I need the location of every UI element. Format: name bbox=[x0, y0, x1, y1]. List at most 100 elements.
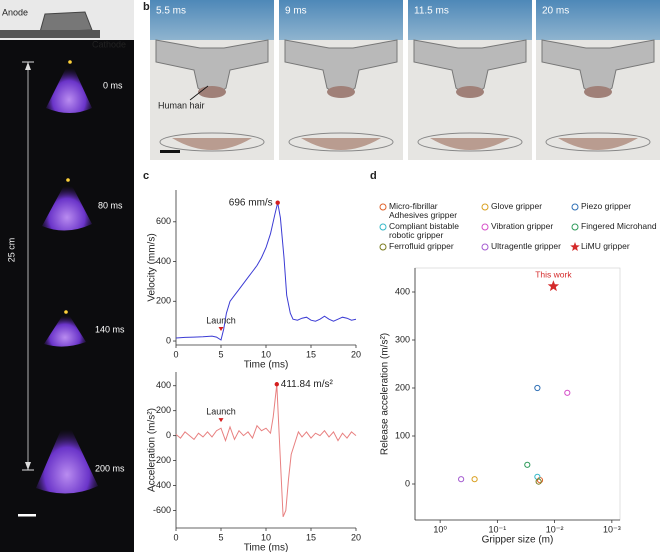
time-label: 20 ms bbox=[542, 6, 569, 17]
y-tick-label: 200 bbox=[156, 296, 171, 306]
y-tick-label: 100 bbox=[395, 430, 410, 440]
lens bbox=[417, 132, 523, 152]
legend-marker bbox=[481, 243, 489, 251]
plasma bbox=[44, 310, 86, 347]
peak-label: 696 mm/s bbox=[229, 197, 273, 208]
droplet bbox=[198, 86, 226, 98]
x-tick-label: 10 bbox=[261, 532, 271, 542]
lens bbox=[545, 132, 651, 152]
peak-marker bbox=[275, 200, 280, 205]
plot-frame bbox=[414, 267, 621, 521]
plasma bbox=[42, 178, 92, 231]
lens bbox=[288, 132, 394, 152]
x-tick-label: 20 bbox=[351, 532, 361, 542]
launch-marker bbox=[218, 418, 224, 423]
point bbox=[524, 461, 531, 468]
lens-body bbox=[172, 138, 252, 150]
time-label: 0 ms bbox=[103, 80, 123, 90]
point bbox=[534, 384, 541, 392]
spark bbox=[68, 60, 72, 64]
legend-label: Ultragentle gripper bbox=[491, 241, 561, 251]
legend-marker bbox=[379, 243, 387, 251]
y-tick-label: -400 bbox=[153, 480, 171, 490]
point bbox=[471, 476, 478, 483]
distance-label: 25 cm bbox=[6, 238, 16, 263]
x-axis-label: Gripper size (m) bbox=[482, 535, 554, 546]
plasma bbox=[36, 418, 98, 494]
electrode-plate bbox=[0, 30, 100, 38]
y-tick-label: -600 bbox=[153, 505, 171, 515]
x-tick-label: 10⁻³ bbox=[603, 524, 621, 534]
launch-marker bbox=[218, 327, 224, 332]
time-label: 200 ms bbox=[95, 463, 125, 473]
point bbox=[564, 389, 571, 396]
x-tick-label: 0 bbox=[173, 532, 178, 542]
legend-label: LiMU gripper bbox=[581, 241, 630, 251]
lens-body bbox=[430, 138, 510, 150]
time-label: 11.5 ms bbox=[414, 6, 449, 17]
legend-marker bbox=[571, 223, 579, 231]
legend-marker bbox=[379, 223, 387, 231]
spark bbox=[64, 310, 68, 314]
cathode-label: Cathode bbox=[92, 39, 126, 49]
hair-arrow bbox=[189, 85, 209, 101]
x-tick-label: 10⁻² bbox=[546, 524, 564, 534]
hair-annotation: Human hair bbox=[158, 100, 205, 110]
y-tick-label: 600 bbox=[156, 216, 171, 226]
x-axis-label: Time (ms) bbox=[244, 543, 289, 552]
panel-label: c bbox=[143, 170, 149, 182]
y-tick-label: 400 bbox=[156, 256, 171, 266]
lens bbox=[159, 132, 265, 152]
droplet bbox=[584, 86, 612, 98]
y-tick-label: 200 bbox=[156, 405, 171, 415]
x-tick-label: 10 bbox=[261, 349, 271, 359]
x-axis-label: Time (ms) bbox=[244, 360, 289, 371]
y-axis-label: Release acceleration (m/s²) bbox=[380, 333, 391, 455]
y-axis-label: Acceleration (m/s²) bbox=[147, 408, 158, 492]
y-tick-label: 400 bbox=[395, 286, 410, 296]
photo-top bbox=[408, 0, 532, 40]
time-label: 9 ms bbox=[285, 6, 307, 17]
x-tick-label: 5 bbox=[218, 532, 223, 542]
time-label: 80 ms bbox=[98, 200, 123, 210]
droplet bbox=[456, 86, 484, 98]
x-tick-label: 15 bbox=[306, 349, 316, 359]
point-annotation: This work bbox=[535, 269, 572, 279]
legend-label: Ferrofluid gripper bbox=[389, 241, 454, 251]
scale-bar bbox=[160, 150, 180, 153]
legend-label: Compliant bistable robotic gripper bbox=[389, 221, 459, 240]
time-label: 140 ms bbox=[95, 324, 125, 334]
peak-marker bbox=[274, 382, 279, 387]
legend-label: Fingered Microhand bbox=[581, 221, 657, 231]
peak-label: 411.84 m/s² bbox=[281, 379, 334, 390]
x-tick-label: 20 bbox=[351, 349, 361, 359]
y-tick-label: 0 bbox=[166, 335, 171, 345]
legend-marker bbox=[379, 203, 387, 211]
legend-marker bbox=[481, 223, 489, 231]
photo-top bbox=[279, 0, 403, 40]
panel-label: d bbox=[370, 170, 377, 182]
point bbox=[535, 478, 542, 485]
photo-top bbox=[536, 0, 660, 40]
x-tick-label: 0 bbox=[173, 349, 178, 359]
point bbox=[458, 476, 465, 483]
point bbox=[547, 280, 560, 292]
electrode bbox=[39, 11, 93, 33]
time-label: 5.5 ms bbox=[156, 6, 186, 17]
legend-marker bbox=[571, 203, 579, 211]
panel-label: b bbox=[143, 1, 150, 13]
x-tick-label: 10⁻¹ bbox=[488, 524, 506, 534]
spark bbox=[66, 178, 70, 182]
legend-label: Vibration gripper bbox=[491, 221, 554, 231]
anode-label: Anode bbox=[2, 7, 28, 17]
y-tick-label: 0 bbox=[166, 430, 171, 440]
legend-label: Glove gripper bbox=[491, 201, 543, 211]
y-tick-label: 300 bbox=[395, 334, 410, 344]
y-tick-label: 200 bbox=[395, 382, 410, 392]
line bbox=[175, 202, 357, 341]
legend-marker bbox=[570, 242, 580, 251]
line bbox=[175, 384, 357, 517]
legend-label: Piezo gripper bbox=[581, 201, 632, 211]
